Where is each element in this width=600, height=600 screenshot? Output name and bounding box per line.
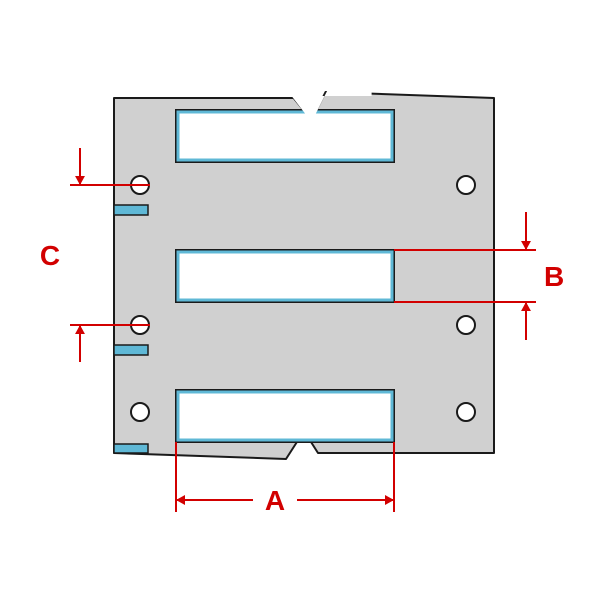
index-tab (114, 345, 148, 355)
sprocket-hole (457, 176, 475, 194)
dim-label-c: C (40, 240, 60, 271)
label-slot (176, 390, 394, 442)
dim-label-a: A (265, 485, 285, 516)
dim-label-b: B (544, 261, 564, 292)
sprocket-hole (457, 316, 475, 334)
label-slot (176, 110, 394, 162)
index-tab (114, 444, 148, 453)
sprocket-hole (457, 403, 475, 421)
label-slot (176, 250, 394, 302)
sprocket-hole (131, 403, 149, 421)
index-tab (114, 205, 148, 215)
dimension-diagram: A B C (0, 0, 600, 600)
